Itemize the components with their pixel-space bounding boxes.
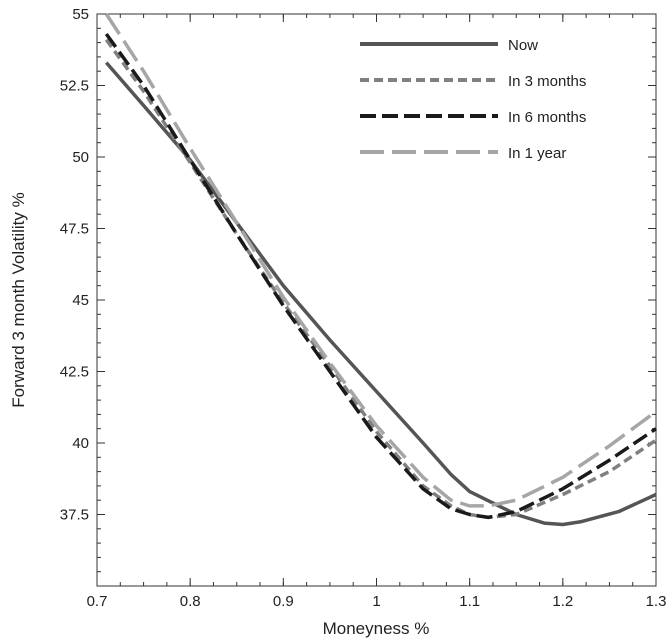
- legend-label: In 1 year: [508, 145, 566, 162]
- legend-label: In 6 months: [508, 109, 586, 126]
- series-line-in-3-months: [104, 38, 657, 520]
- series-line-in-6-months: [104, 32, 657, 520]
- y-tick-label: 37.5: [60, 507, 89, 524]
- x-tick-label: 0.8: [180, 593, 201, 610]
- x-axis-title: Moneyness %: [323, 619, 430, 638]
- x-tick-label: 1.3: [646, 593, 667, 610]
- legend: Now In 3 months In 6 months In 1 year: [360, 37, 586, 162]
- y-tick-label: 55: [72, 6, 89, 23]
- legend-label: Now: [508, 37, 538, 54]
- series-line-in-1-year: [104, 13, 658, 508]
- x-tick-label: 0.9: [273, 593, 294, 610]
- y-tick-label: 50: [72, 149, 89, 166]
- y-axis-title: Forward 3 month Volatility %: [9, 192, 28, 407]
- y-tick-label: 47.5: [60, 221, 89, 238]
- y-tick-label: 42.5: [60, 364, 89, 381]
- y-tick-label: 45: [72, 292, 89, 309]
- legend-label: In 3 months: [508, 73, 586, 90]
- y-tick-label: 52.5: [60, 78, 89, 95]
- x-tick-label: 0.7: [87, 593, 108, 610]
- series-layer: [104, 13, 658, 527]
- plot-frame: [96, 13, 657, 587]
- y-tick-label: 40: [72, 435, 89, 452]
- x-tick-label: 1.1: [459, 593, 480, 610]
- x-tick-label: 1: [372, 593, 380, 610]
- x-tick-label: 1.2: [552, 593, 573, 610]
- series-line-now: [104, 61, 657, 527]
